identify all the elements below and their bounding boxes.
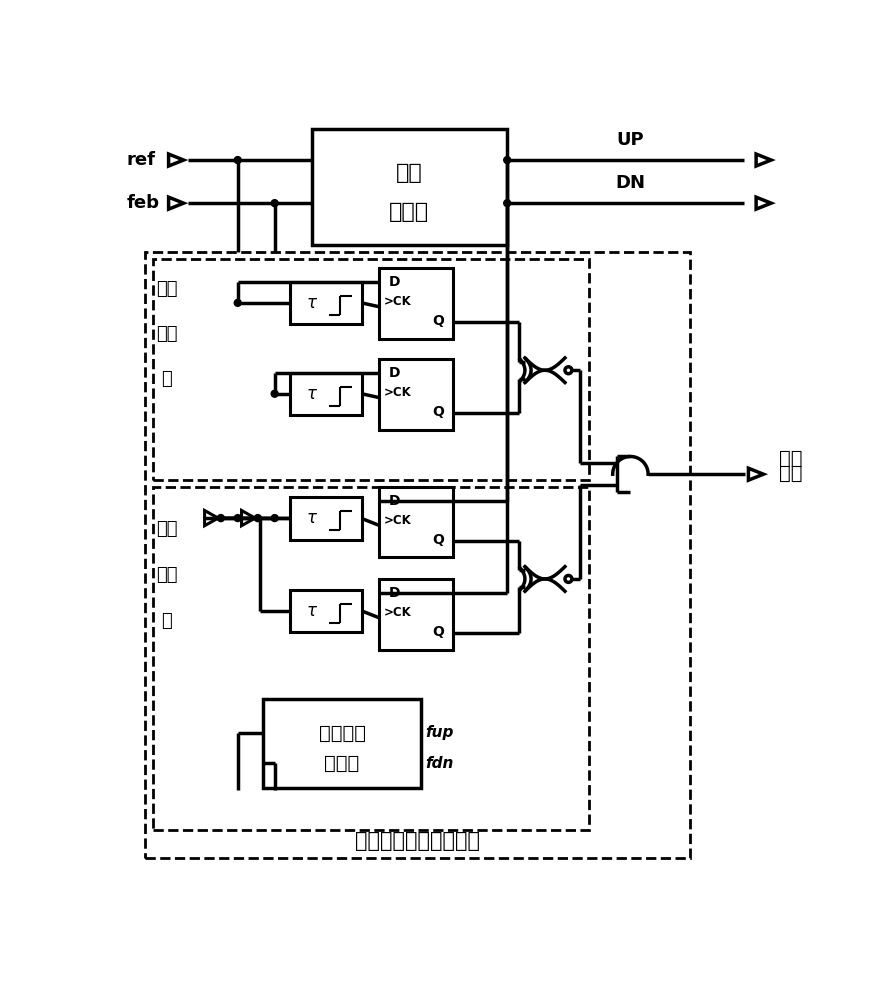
Text: Q: Q bbox=[432, 625, 444, 639]
Bar bbox=[290, 590, 361, 632]
Text: 沿检: 沿检 bbox=[156, 325, 177, 343]
Text: >CK: >CK bbox=[384, 606, 412, 619]
Text: 钒频: 钒频 bbox=[396, 163, 423, 183]
Circle shape bbox=[271, 200, 278, 207]
Text: $\tau$: $\tau$ bbox=[306, 602, 317, 620]
Bar bbox=[290, 497, 361, 540]
Circle shape bbox=[271, 390, 278, 397]
Bar bbox=[145, 252, 690, 858]
Text: 钒相器: 钒相器 bbox=[324, 754, 360, 773]
Bar bbox=[379, 579, 453, 650]
Text: 信号: 信号 bbox=[779, 464, 803, 483]
Circle shape bbox=[234, 157, 241, 164]
Text: $\tau$: $\tau$ bbox=[306, 509, 317, 527]
Circle shape bbox=[271, 515, 278, 522]
Circle shape bbox=[234, 299, 241, 306]
Bar bbox=[312, 129, 507, 245]
Text: $\tau$: $\tau$ bbox=[306, 385, 317, 403]
Bar bbox=[379, 268, 453, 339]
Bar bbox=[379, 359, 453, 430]
Text: UP: UP bbox=[617, 131, 644, 149]
Text: fdn: fdn bbox=[424, 756, 454, 771]
Text: Q: Q bbox=[432, 314, 444, 328]
Circle shape bbox=[504, 200, 510, 207]
Bar bbox=[290, 282, 361, 324]
Text: ref: ref bbox=[127, 151, 156, 169]
Text: DN: DN bbox=[616, 174, 645, 192]
Text: 钒相器: 钒相器 bbox=[389, 202, 430, 222]
Bar bbox=[379, 487, 453, 557]
Text: 上升: 上升 bbox=[156, 280, 177, 298]
Text: 沿检: 沿检 bbox=[156, 566, 177, 584]
Text: fup: fup bbox=[424, 725, 454, 740]
Text: Q: Q bbox=[432, 533, 444, 547]
Text: D: D bbox=[388, 494, 400, 508]
Text: Q: Q bbox=[432, 405, 444, 419]
Text: 锁定: 锁定 bbox=[779, 449, 803, 468]
Bar bbox=[153, 259, 589, 480]
Text: D: D bbox=[388, 586, 400, 600]
Text: 下降: 下降 bbox=[156, 520, 177, 538]
Bar bbox=[290, 373, 361, 415]
Text: 测: 测 bbox=[161, 612, 172, 630]
Text: 辅助钒频: 辅助钒频 bbox=[319, 723, 366, 742]
Text: >CK: >CK bbox=[384, 386, 412, 399]
Text: feb: feb bbox=[127, 194, 159, 212]
Text: D: D bbox=[388, 366, 400, 380]
Text: $\tau$: $\tau$ bbox=[306, 294, 317, 312]
Circle shape bbox=[504, 157, 510, 164]
Bar bbox=[153, 487, 589, 830]
Text: D: D bbox=[388, 275, 400, 289]
Text: 测: 测 bbox=[161, 370, 172, 388]
Circle shape bbox=[234, 515, 241, 522]
Bar bbox=[263, 699, 421, 788]
Text: 辅助环路状态检测电路: 辅助环路状态检测电路 bbox=[355, 831, 480, 851]
Text: >CK: >CK bbox=[384, 514, 412, 527]
Text: >CK: >CK bbox=[384, 295, 412, 308]
